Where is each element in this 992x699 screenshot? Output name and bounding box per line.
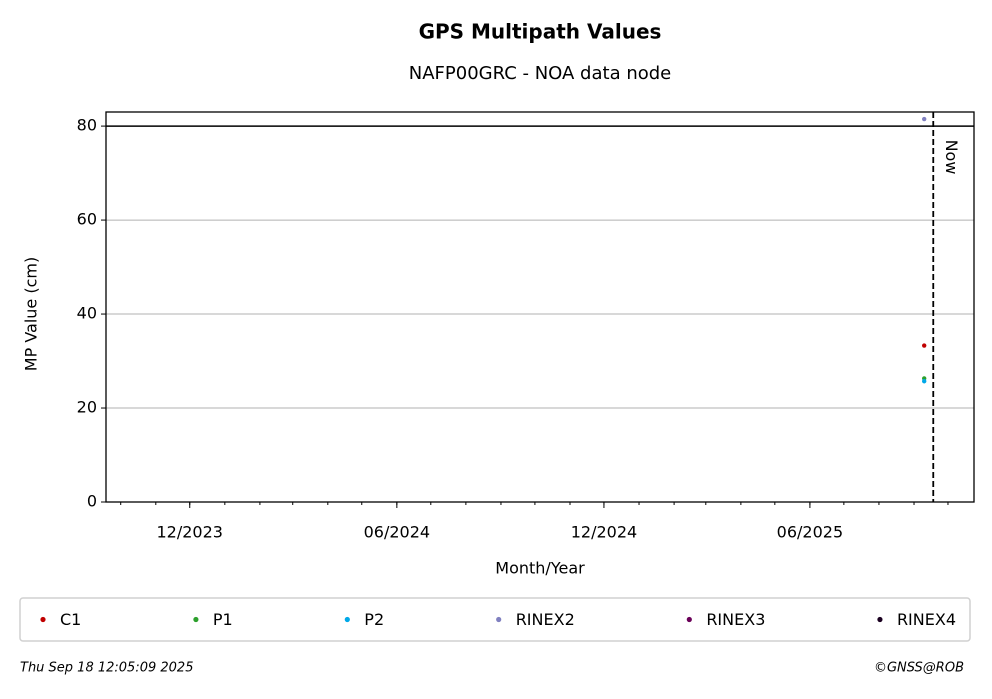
legend-marker: [193, 616, 199, 623]
legend-marker: [496, 616, 502, 623]
legend-label: RINEX4: [897, 610, 956, 629]
chart-subtitle: NAFP00GRC - NOA data node: [409, 63, 672, 84]
y-tick-label: 80: [77, 116, 97, 135]
x-tick-label: 06/2025: [777, 523, 843, 542]
legend-marker: [344, 616, 350, 623]
footer-credit: ©GNSS@ROB: [874, 661, 964, 676]
plot-frame: [105, 111, 975, 503]
point: [922, 343, 927, 348]
x-tick-label: 12/2024: [571, 523, 637, 542]
now-label: Now: [942, 140, 961, 175]
y-tick-label: 60: [77, 210, 97, 229]
legend-label: C1: [60, 610, 81, 629]
x-tick-label: 12/2023: [157, 523, 223, 542]
chart-title: GPS Multipath Values: [419, 20, 662, 44]
x-axis-label: Month/Year: [495, 559, 585, 578]
legend-label: RINEX2: [516, 610, 575, 629]
legend-marker: [877, 616, 883, 623]
footer-date: Thu Sep 18 12:05:09 2025: [20, 661, 193, 676]
legend-marker: [40, 616, 46, 623]
legend-label: RINEX3: [706, 610, 765, 629]
legend-box: [19, 597, 971, 642]
legend-label: P1: [213, 610, 233, 629]
y-tick-label: 20: [77, 398, 97, 417]
legend-label: P2: [364, 610, 384, 629]
legend-marker: [686, 616, 692, 623]
x-tick-label: 06/2024: [364, 523, 430, 542]
y-tick-label: 0: [87, 492, 97, 511]
point: [922, 379, 927, 384]
y-tick-label: 40: [77, 304, 97, 323]
y-axis-label: MP Value (cm): [22, 257, 41, 371]
point: [922, 116, 927, 122]
